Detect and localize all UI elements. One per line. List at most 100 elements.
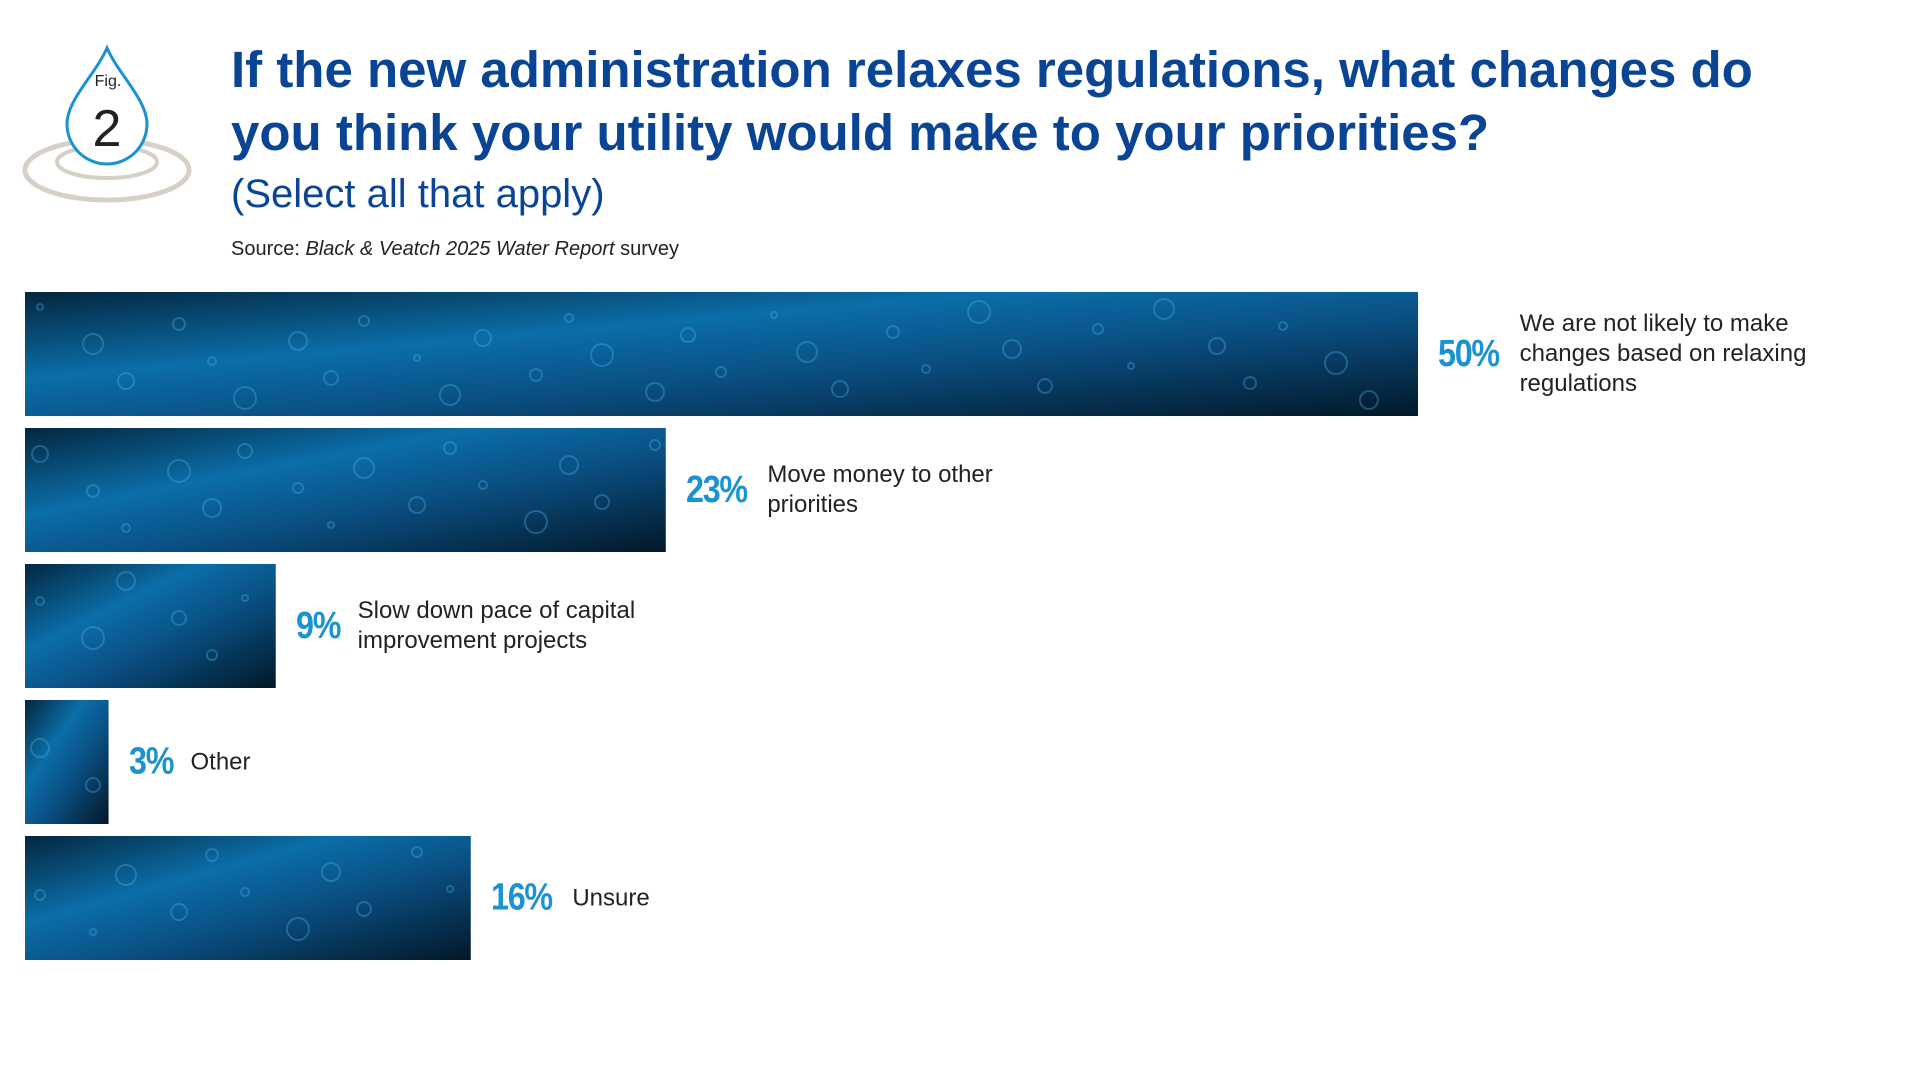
bubble — [353, 457, 375, 479]
source-suffix: survey — [620, 238, 680, 260]
value-label: 16% — [490, 876, 553, 919]
chart-subtitle: (Select all that apply) — [231, 172, 605, 216]
bubble — [1127, 362, 1135, 370]
bubble — [121, 523, 131, 533]
bubble — [321, 862, 341, 882]
bubble — [529, 368, 543, 382]
bubble — [1092, 323, 1104, 335]
bar-texture — [31, 439, 661, 534]
bubble — [408, 496, 426, 514]
bar — [25, 836, 471, 960]
bubble — [524, 510, 548, 534]
bar-label: 3% Other — [129, 741, 251, 784]
bar-label: 9% Slow down pace of capital improvement … — [296, 596, 658, 656]
bubble — [116, 571, 136, 591]
bubble — [206, 649, 218, 661]
bubble — [323, 370, 339, 386]
bubble — [1324, 351, 1348, 375]
bar-label: 50% We are not likely to make changes bas… — [1438, 309, 1820, 399]
bubble — [240, 887, 250, 897]
bar — [25, 428, 666, 552]
bubble — [35, 596, 45, 606]
bubble — [443, 441, 457, 455]
bubble — [886, 325, 900, 339]
bubble — [241, 594, 249, 602]
bubble — [649, 439, 661, 451]
bubble — [796, 341, 818, 363]
figure-number: 2 — [93, 100, 122, 158]
bubble — [1243, 376, 1257, 390]
source: Source: Black & Veatch 2025 Water Report… — [231, 238, 679, 261]
bubble — [286, 917, 310, 941]
bubble — [1278, 321, 1288, 331]
bubble — [237, 443, 253, 459]
bubble — [205, 848, 219, 862]
bar — [25, 292, 1418, 416]
bubble — [439, 384, 461, 406]
bubble — [478, 480, 488, 490]
bubble — [1002, 339, 1022, 359]
bubble — [715, 366, 727, 378]
bubble — [288, 331, 308, 351]
bubble — [1153, 298, 1175, 320]
value-label: 23% — [685, 468, 748, 511]
bubble — [292, 482, 304, 494]
bar — [25, 564, 276, 688]
bubble — [171, 610, 187, 626]
bar — [25, 700, 109, 824]
value-label: 3% — [128, 740, 174, 783]
value-label: 50% — [1438, 332, 1500, 375]
bubble — [172, 317, 186, 331]
bubble — [167, 459, 191, 483]
bar-texture — [35, 571, 249, 661]
bubble — [1208, 337, 1226, 355]
category-label: Slow down pace of capital improvement pr… — [357, 597, 636, 654]
bubble — [31, 445, 49, 463]
bubble — [559, 455, 579, 475]
category-label: Move money to other priorities — [767, 461, 993, 518]
bubble — [645, 382, 665, 402]
bar-texture — [36, 298, 1379, 410]
bubble — [564, 313, 574, 323]
bubble — [356, 901, 372, 917]
bubble — [233, 386, 257, 410]
bubble — [82, 333, 104, 355]
bubble — [207, 356, 217, 366]
bubble — [446, 885, 454, 893]
bubble — [89, 928, 97, 936]
source-label: Source: — [231, 238, 300, 260]
bubble — [202, 498, 222, 518]
bubble — [117, 372, 135, 390]
bubble — [358, 315, 370, 327]
bubble — [34, 889, 46, 901]
bubble — [921, 364, 931, 374]
bubble — [86, 484, 100, 498]
bar-label: 16% Unsure — [491, 877, 650, 920]
value-label: 9% — [295, 604, 341, 647]
figure-icon: Fig. 2 — [22, 44, 192, 203]
bar-texture — [30, 738, 101, 793]
bubble — [411, 846, 423, 858]
category-label: Other — [190, 748, 251, 775]
bubble — [30, 738, 50, 758]
bar-label: 23% Move money to other priorities — [686, 460, 1068, 520]
category-label: Unsure — [572, 884, 650, 911]
figure-label: Fig. — [95, 73, 122, 90]
bubble — [170, 903, 188, 921]
bubble — [327, 521, 335, 529]
bubble — [81, 626, 105, 650]
category-label: We are not likely to make changes based … — [1519, 310, 1807, 397]
bubble — [115, 864, 137, 886]
source-title: Black & Veatch 2025 Water Report — [305, 238, 615, 260]
bubble — [85, 777, 101, 793]
bubble — [413, 354, 421, 362]
bubble — [474, 329, 492, 347]
bar-texture — [34, 846, 454, 941]
bubble — [594, 494, 610, 510]
bubble — [680, 327, 696, 343]
chart-title: If the new administration relaxes regula… — [231, 41, 1753, 161]
bubble — [770, 311, 778, 319]
bubble — [590, 343, 614, 367]
